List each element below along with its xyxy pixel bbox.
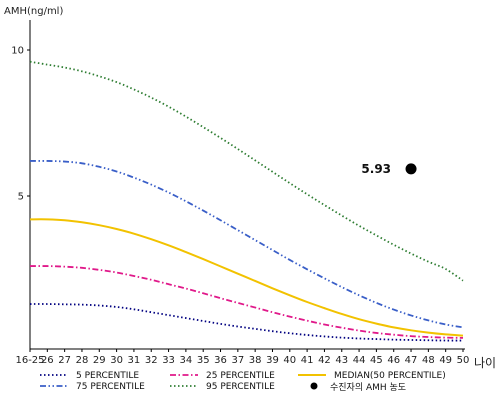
legend-item: 75 PERCENTILE [40, 382, 145, 392]
x-tick-label: 16-25 [15, 355, 44, 366]
x-tick-label: 41 [301, 355, 314, 366]
legend-marker-label: 수진자의 AMH 농도 [330, 382, 406, 393]
marker-layer: 5.93 [361, 162, 417, 176]
y-tick-label: 10 [11, 46, 24, 57]
legend-item: MEDIAN(50 PERCENTILE) [298, 371, 446, 381]
series-line-95-percentile [29, 60, 464, 282]
x-tick-label: 45 [370, 355, 383, 366]
x-tick-label: 44 [353, 355, 366, 366]
patient-amh-marker [405, 163, 417, 175]
series-layer [29, 60, 464, 342]
x-tick-label: 49 [439, 355, 452, 366]
x-tick-label: 40 [283, 355, 296, 366]
x-tick-label: 35 [197, 355, 210, 366]
legend-label: 75 PERCENTILE [76, 382, 145, 392]
legend-label: 25 PERCENTILE [206, 371, 275, 381]
x-tick-label: 38 [249, 355, 262, 366]
x-tick-label: 28 [76, 355, 89, 366]
legend-label: 95 PERCENTILE [206, 382, 275, 392]
legend-marker-dot [310, 382, 318, 390]
x-tick-label: 32 [145, 355, 158, 366]
legend: 5 PERCENTILE 25 PERCENTILE MEDIAN(50 PERCE… [40, 371, 446, 393]
series-line-median-50-percentile [29, 218, 464, 337]
y-tick-label: 5 [18, 192, 24, 203]
x-tick-label: 48 [422, 355, 435, 366]
x-tick-label: 42 [318, 355, 331, 366]
x-tick-label: 34 [180, 355, 193, 366]
legend-label: 5 PERCENTILE [76, 371, 139, 381]
patient-amh-value-label: 5.93 [361, 162, 391, 176]
series-line-75-percentile [29, 160, 464, 329]
legend-label: MEDIAN(50 PERCENTILE) [334, 371, 446, 381]
x-tick-label: 47 [405, 355, 418, 366]
x-tick-label: 37 [231, 355, 244, 366]
legend-item-marker: 수진자의 AMH 농도 [310, 382, 406, 393]
x-tick-label: 43 [335, 355, 348, 366]
x-tick-label: 39 [266, 355, 279, 366]
series-line-5-percentile [29, 303, 464, 342]
x-tick-label: 33 [162, 355, 175, 366]
legend-item: 25 PERCENTILE [170, 371, 275, 381]
x-tick-label: 26 [41, 355, 54, 366]
y-axis-title: AMH(ng/ml) [4, 6, 63, 17]
x-tick-label: 50 [457, 355, 470, 366]
x-tick-label: 29 [93, 355, 106, 366]
x-tick-label: 27 [58, 355, 71, 366]
x-axis-title: 나이 [474, 356, 496, 370]
x-tick-label: 30 [110, 355, 123, 366]
x-tick-label: 31 [128, 355, 141, 366]
x-tick-label: 36 [214, 355, 227, 366]
legend-item: 95 PERCENTILE [170, 382, 275, 392]
x-tick-label: 46 [387, 355, 400, 366]
legend-item: 5 PERCENTILE [40, 371, 139, 381]
